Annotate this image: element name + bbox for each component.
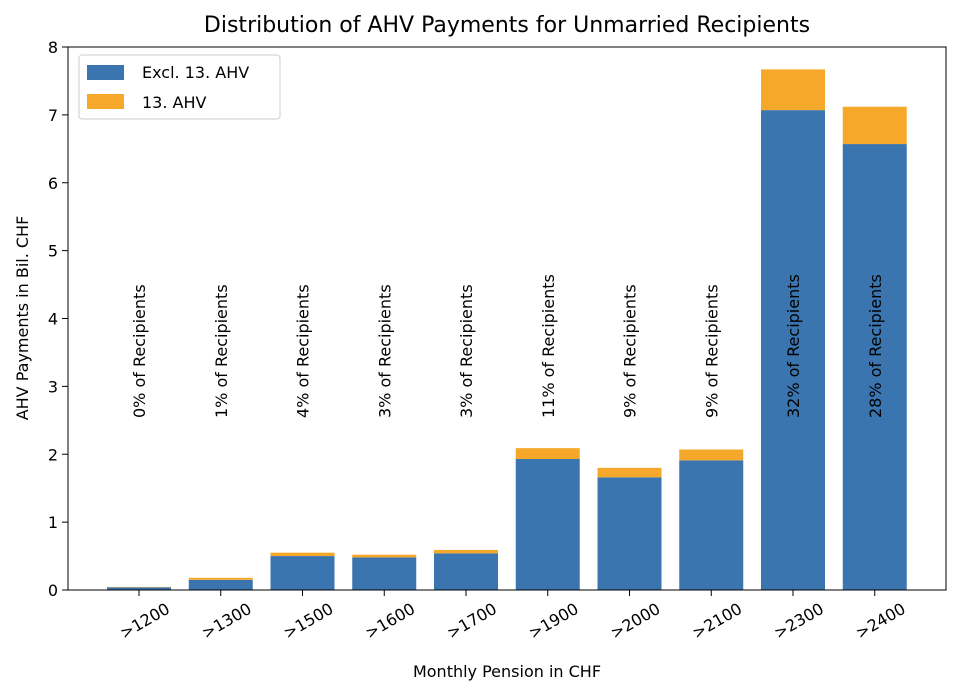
legend-swatch-excl-13-ahv: [87, 65, 124, 80]
x-axis-label: Monthly Pension in CHF: [413, 662, 601, 681]
recipients-annotation: 9% of Recipients: [621, 284, 640, 418]
y-tick-label: 3: [48, 377, 58, 396]
recipients-annotation: 4% of Recipients: [294, 284, 313, 418]
x-tick-label: >2300: [771, 599, 827, 643]
legend-swatch-13-ahv: [87, 94, 124, 109]
y-tick-label: 4: [48, 310, 58, 329]
bar-excl-13-ahv: [679, 460, 744, 590]
recipients-annotation: 32% of Recipients: [784, 274, 803, 418]
bar-13-ahv: [679, 449, 744, 461]
y-tick-label: 8: [48, 38, 58, 57]
bar-excl-13-ahv: [842, 144, 907, 590]
y-tick-label: 0: [48, 581, 58, 600]
recipients-annotation: 0% of Recipients: [130, 284, 149, 418]
recipients-annotation: 1% of Recipients: [212, 284, 231, 418]
bar-13-ahv: [515, 448, 580, 460]
x-axis: >1200 >1300 >1500 >1600 >1700 >1900 >2000 >2100…: [117, 590, 909, 643]
bar-excl-13-ahv: [107, 587, 171, 590]
bar-13-ahv: [188, 577, 253, 580]
x-tick-label: >1500: [280, 599, 336, 643]
y-axis: 0 1 2 3 4 5 6 7 8: [48, 38, 68, 600]
x-tick-label: >2400: [852, 599, 908, 643]
y-axis-label: AHV Payments in Bil. CHF: [13, 216, 32, 421]
y-tick-label: 6: [48, 174, 58, 193]
y-tick-label: 2: [48, 445, 58, 464]
bar-13-ahv: [842, 106, 907, 145]
y-tick-label: 7: [48, 106, 58, 125]
chart-title: Distribution of AHV Payments for Unmarri…: [204, 13, 810, 38]
bar-excl-13-ahv: [352, 557, 417, 590]
bar-13-ahv: [434, 549, 498, 554]
x-tick-label: >2100: [689, 599, 745, 643]
x-tick-label: >1600: [362, 599, 418, 643]
x-tick-label: >1700: [444, 599, 500, 643]
legend: Excl. 13. AHV 13. AHV: [78, 54, 281, 120]
x-tick-label: >1900: [525, 599, 581, 643]
bar-13-ahv: [597, 467, 662, 478]
x-tick-label: >1200: [117, 599, 173, 643]
x-tick-label: >1300: [198, 599, 254, 643]
bars: [107, 69, 907, 590]
bar-excl-13-ahv: [188, 579, 253, 590]
recipients-annotation: 9% of Recipients: [702, 284, 721, 418]
annotations: 0% of Recipients 1% of Recipients 4% of Re…: [130, 274, 885, 418]
y-tick-label: 1: [48, 513, 58, 532]
legend-label-excl-13-ahv: Excl. 13. AHV: [142, 63, 249, 82]
recipients-annotation: 28% of Recipients: [866, 274, 885, 418]
legend-box: [78, 54, 281, 120]
bar-excl-13-ahv: [515, 459, 580, 590]
recipients-annotation: 3% of Recipients: [457, 284, 476, 418]
recipients-annotation: 11% of Recipients: [539, 274, 558, 418]
y-tick-label: 5: [48, 242, 58, 261]
legend-label-13-ahv: 13. AHV: [142, 93, 207, 112]
bar-excl-13-ahv: [597, 477, 662, 590]
recipients-annotation: 3% of Recipients: [375, 284, 394, 418]
x-tick-label: >2000: [607, 599, 663, 643]
bar-excl-13-ahv: [434, 553, 498, 590]
bar-excl-13-ahv: [761, 110, 825, 590]
bar-13-ahv: [270, 552, 335, 557]
bar-13-ahv: [761, 69, 825, 111]
bar-excl-13-ahv: [270, 556, 335, 590]
bar-13-ahv: [352, 554, 417, 558]
